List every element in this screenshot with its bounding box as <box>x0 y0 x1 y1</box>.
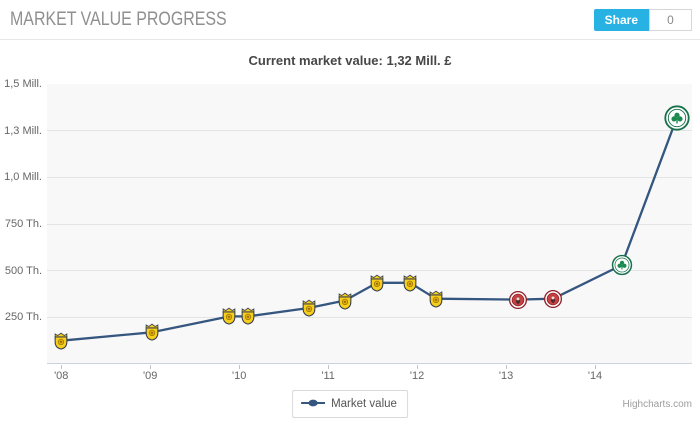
gridline <box>47 130 692 132</box>
data-point-yellow-shield-crest[interactable] <box>336 292 354 310</box>
share-count[interactable]: 0 <box>649 9 692 31</box>
legend-line-marker-icon <box>301 395 326 413</box>
legend-label: Market value <box>331 398 397 410</box>
page-title: MARKET VALUE PROGRESS <box>10 9 227 30</box>
market-value-chart: Current market value: 1,32 Mill. £ Marke… <box>0 41 700 427</box>
data-point-yellow-shield-crest[interactable] <box>368 274 386 292</box>
data-point-yellow-shield-crest[interactable] <box>220 307 238 326</box>
x-axis-label: '14 <box>587 370 603 382</box>
share-widget: Share 0 <box>593 9 692 31</box>
gridline <box>47 176 692 178</box>
x-axis-label: '09 <box>143 370 158 382</box>
x-axis-label: '08 <box>54 370 69 382</box>
data-point-yellow-shield-crest[interactable] <box>143 323 161 341</box>
x-axis-tick <box>595 365 597 369</box>
x-axis-tick <box>150 365 152 369</box>
x-axis-label: '11 <box>321 370 335 382</box>
x-axis-label: '13 <box>498 370 514 382</box>
data-point-yellow-shield-crest[interactable] <box>401 274 419 292</box>
y-axis-label: 1,0 Mill. <box>4 171 42 184</box>
data-point-yellow-shield-crest[interactable] <box>427 290 445 308</box>
share-button[interactable]: Share <box>593 9 649 31</box>
gridline <box>47 270 692 272</box>
x-axis-tick <box>506 365 508 369</box>
data-point-red-round-crest[interactable] <box>544 289 563 308</box>
gridline <box>47 316 692 318</box>
data-point-yellow-shield-crest[interactable] <box>239 307 257 326</box>
y-axis-label: 500 Th. <box>4 264 42 277</box>
data-point-green-shamrock-crest[interactable] <box>664 104 690 131</box>
data-point-yellow-shield-crest[interactable] <box>52 332 70 350</box>
x-axis-tick <box>417 365 419 369</box>
x-axis-tick <box>239 365 241 369</box>
y-axis-label: 250 Th. <box>4 311 42 324</box>
x-axis-tick <box>61 365 63 369</box>
y-axis-label: 1,5 Mill. <box>4 78 42 90</box>
x-axis-label: '10 <box>231 370 247 382</box>
data-point-green-shamrock-crest[interactable] <box>611 254 632 276</box>
gridline <box>47 223 692 225</box>
x-axis-tick <box>328 365 330 369</box>
x-axis-label: '12 <box>409 370 425 382</box>
highcharts-credit-link[interactable]: Highcharts.com <box>622 399 692 410</box>
legend-item-market-value[interactable]: Market value <box>292 390 408 418</box>
y-axis-label: 750 Th. <box>4 218 42 230</box>
chart-title: Current market value: 1,32 Mill. £ <box>248 53 452 68</box>
data-point-red-round-crest[interactable] <box>508 290 527 309</box>
plot-area <box>47 84 692 364</box>
data-point-yellow-shield-crest[interactable] <box>300 299 318 317</box>
market-value-line <box>61 117 678 342</box>
widget-header: MARKET VALUE PROGRESS Share 0 <box>0 0 700 40</box>
y-axis-label: 1,3 Mill. <box>4 124 42 137</box>
